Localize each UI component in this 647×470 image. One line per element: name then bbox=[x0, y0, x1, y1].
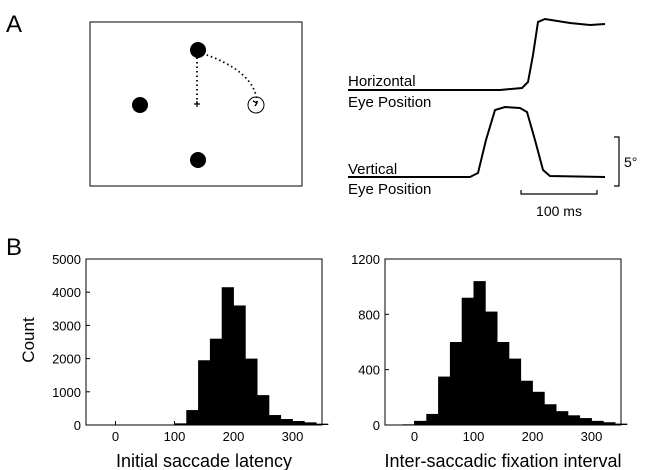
histogram-bar bbox=[485, 311, 498, 425]
x-tick-label: 0 bbox=[112, 429, 119, 444]
target-dot-left bbox=[132, 97, 148, 113]
y-tick-label: 400 bbox=[358, 363, 380, 378]
x-axis-label: Inter-saccadic fixation interval bbox=[384, 451, 621, 470]
histogram-bar bbox=[426, 413, 439, 425]
histogram-bar bbox=[186, 410, 199, 425]
histogram-bar bbox=[497, 342, 510, 425]
histogram-bar bbox=[414, 420, 427, 425]
vertical-trace-label: Vertical bbox=[348, 161, 397, 178]
target-dot-top bbox=[190, 42, 206, 58]
histogram-bar bbox=[280, 419, 293, 425]
histogram-bar bbox=[198, 360, 211, 425]
x-tick-label: 100 bbox=[164, 429, 186, 444]
vertical-trace bbox=[348, 105, 606, 178]
x-tick-label: 300 bbox=[282, 429, 304, 444]
histogram-bar bbox=[174, 423, 187, 425]
x-tick-label: 200 bbox=[522, 429, 544, 444]
y-axis-label: Count bbox=[19, 317, 38, 363]
amplitude-scale-bar bbox=[614, 136, 620, 187]
histogram-bar bbox=[268, 415, 282, 425]
y-tick-label: 2000 bbox=[52, 352, 81, 367]
histogram-bar bbox=[544, 404, 557, 425]
y-tick-label: 0 bbox=[74, 418, 81, 433]
y-tick-label: 800 bbox=[358, 307, 380, 322]
y-tick-label: 3000 bbox=[52, 318, 81, 333]
eye-position-traces: Horizontal Eye Position Vertical Eye Pos… bbox=[348, 17, 637, 219]
time-scale-label: 100 ms bbox=[536, 203, 582, 219]
y-tick-label: 1200 bbox=[351, 252, 380, 267]
fixation-interval-histogram: 0 100 200 300 0 400 800 1200 Inter-saccadic fixa… bbox=[351, 252, 628, 470]
histogram-bar bbox=[316, 423, 329, 425]
x-tick-label: 100 bbox=[463, 429, 485, 444]
time-scale-bar bbox=[520, 190, 598, 195]
histogram-bar bbox=[579, 418, 592, 425]
horizontal-trace-label: Horizontal bbox=[348, 73, 416, 90]
histogram-bar bbox=[567, 415, 581, 425]
x-axis-label: Initial saccade latency bbox=[116, 451, 292, 470]
histogram-bar bbox=[438, 376, 451, 425]
histogram-bar bbox=[556, 411, 569, 425]
histogram-bar bbox=[591, 420, 604, 425]
panel-b-label: B bbox=[6, 234, 22, 261]
histogram-bar bbox=[603, 422, 616, 425]
x-tick-label: 0 bbox=[411, 429, 418, 444]
histogram-bar bbox=[520, 380, 533, 425]
histogram-bar bbox=[532, 391, 545, 425]
histogram-bar bbox=[473, 281, 486, 425]
vertical-eye-position-label: Eye Position bbox=[348, 181, 431, 198]
x-tick-label: 300 bbox=[581, 429, 603, 444]
histogram-bar bbox=[292, 421, 305, 425]
panel-a-label: A bbox=[6, 11, 22, 38]
histogram-bar bbox=[615, 423, 628, 425]
target-dot-bottom bbox=[190, 152, 206, 168]
y-tick-label: 1000 bbox=[52, 385, 81, 400]
y-tick-label: 4000 bbox=[52, 285, 81, 300]
histogram-bar bbox=[304, 422, 317, 425]
histogram-bar bbox=[508, 358, 522, 425]
histogram-bar bbox=[221, 287, 234, 425]
histogram-bar bbox=[257, 395, 270, 425]
histogram-bar bbox=[209, 338, 223, 425]
y-tick-label: 0 bbox=[373, 418, 380, 433]
x-tick-label: 200 bbox=[223, 429, 245, 444]
histogram-bar bbox=[461, 297, 474, 425]
y-tick-label: 5000 bbox=[52, 252, 81, 267]
histogram-bar bbox=[402, 424, 415, 425]
histogram-bar bbox=[233, 305, 246, 425]
eye-endpoint-mark bbox=[252, 100, 259, 107]
histogram-bar bbox=[245, 358, 258, 425]
amplitude-scale-label: 5° bbox=[624, 154, 637, 170]
horizontal-eye-position-label: Eye Position bbox=[348, 94, 431, 111]
histogram-bar bbox=[449, 342, 463, 425]
fixation-stimulus-display bbox=[89, 21, 303, 187]
horizontal-trace bbox=[348, 17, 606, 91]
